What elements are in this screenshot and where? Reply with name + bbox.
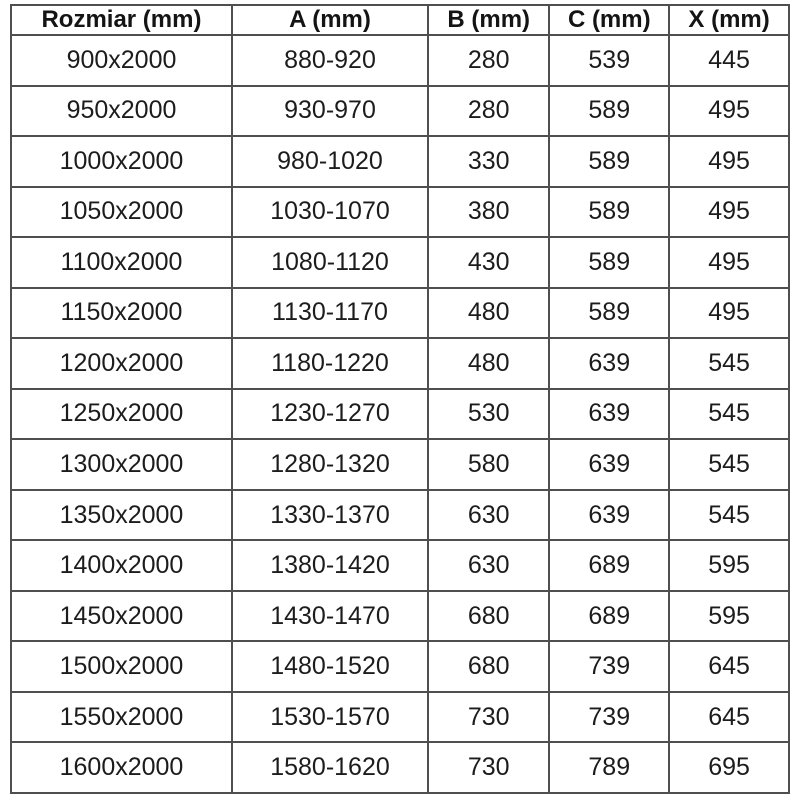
table-cell: 1450x2000 [10,589,233,643]
table-cell: 645 [668,640,790,693]
table-cell: 380 [427,185,551,239]
table-row: 900x2000 880-920 280 539 445 [10,34,790,87]
table-row: 1100x2000 1080-1120 430 589 495 [10,236,790,289]
table-cell: 589 [548,286,671,340]
column-header: B (mm) [427,4,551,36]
size-spec-table: Rozmiar (mm) A (mm) B (mm) C (mm) X (mm) 900… [10,4,790,794]
table-cell: 589 [548,84,671,138]
table-row: 1250x2000 1230-1270 530 639 545 [10,387,790,441]
table-cell: 1500x2000 [10,640,233,693]
table-cell: 1180-1220 [230,337,430,390]
table-cell: 589 [548,185,671,239]
column-header: X (mm) [668,4,790,36]
table-row: 1050x2000 1030-1070 380 589 495 [10,185,790,239]
table-cell: 1000x2000 [10,135,233,188]
table-cell: 530 [427,387,551,441]
table-cell: 639 [548,488,671,542]
table-cell: 1080-1120 [230,236,430,289]
table-cell: 589 [548,135,671,188]
table-cell: 545 [668,337,790,390]
table-row: 1300x2000 1280-1320 580 639 545 [10,438,790,491]
table-cell: 1280-1320 [230,438,430,491]
table-cell: 680 [427,640,551,693]
table-cell: 495 [668,185,790,239]
table-cell: 580 [427,438,551,491]
table-cell: 645 [668,690,790,744]
table-cell: 739 [548,640,671,693]
table-cell: 1100x2000 [10,236,233,289]
table-row: 1200x2000 1180-1220 480 639 545 [10,337,790,390]
table-cell: 495 [668,135,790,188]
column-header: Rozmiar (mm) [10,4,233,36]
table-cell: 495 [668,286,790,340]
table-cell: 1480-1520 [230,640,430,693]
table-cell: 495 [668,236,790,289]
table-cell: 1330-1370 [230,488,430,542]
table-row: 950x2000 930-970 280 589 495 [10,84,790,138]
table-cell: 539 [548,34,671,87]
table-cell: 1030-1070 [230,185,430,239]
table-cell: 950x2000 [10,84,233,138]
table-cell: 545 [668,387,790,441]
table-cell: 1400x2000 [10,539,233,592]
table-cell: 1550x2000 [10,690,233,744]
table-cell: 739 [548,690,671,744]
table-cell: 639 [548,438,671,491]
table-cell: 330 [427,135,551,188]
table-cell: 280 [427,34,551,87]
table-cell: 639 [548,337,671,390]
table-cell: 1300x2000 [10,438,233,491]
table-cell: 1350x2000 [10,488,233,542]
table-cell: 980-1020 [230,135,430,188]
header-row: Rozmiar (mm) A (mm) B (mm) C (mm) X (mm) [10,4,790,36]
table-cell: 730 [427,741,551,794]
table-cell: 689 [548,539,671,592]
table-cell: 430 [427,236,551,289]
table-cell: 280 [427,84,551,138]
table-cell: 480 [427,286,551,340]
table-cell: 1200x2000 [10,337,233,390]
table-body: 900x2000 880-920 280 539 445 950x2000 930-970 2… [10,34,790,794]
table-cell: 480 [427,337,551,390]
table-cell: 1430-1470 [230,589,430,643]
table-cell: 1230-1270 [230,387,430,441]
table-cell: 689 [548,589,671,643]
table-cell: 630 [427,488,551,542]
table-cell: 1250x2000 [10,387,233,441]
table-row: 1150x2000 1130-1170 480 589 495 [10,286,790,340]
table-cell: 1600x2000 [10,741,233,794]
table-cell: 589 [548,236,671,289]
table-cell: 789 [548,741,671,794]
table-row: 1550x2000 1530-1570 730 739 645 [10,690,790,744]
table-cell: 880-920 [230,34,430,87]
table-cell: 495 [668,84,790,138]
table-row: 1500x2000 1480-1520 680 739 645 [10,640,790,693]
table-row: 1450x2000 1430-1470 680 689 595 [10,589,790,643]
table-cell: 545 [668,488,790,542]
table-cell: 639 [548,387,671,441]
column-header: A (mm) [230,4,430,36]
table-cell: 1380-1420 [230,539,430,592]
table-cell: 445 [668,34,790,87]
table-cell: 1130-1170 [230,286,430,340]
table-cell: 595 [668,539,790,592]
table-cell: 695 [668,741,790,794]
table-cell: 730 [427,690,551,744]
table-cell: 1580-1620 [230,741,430,794]
table-cell: 595 [668,589,790,643]
table-row: 1350x2000 1330-1370 630 639 545 [10,488,790,542]
table-cell: 930-970 [230,84,430,138]
table-cell: 900x2000 [10,34,233,87]
table-row: 1000x2000 980-1020 330 589 495 [10,135,790,188]
table-cell: 1530-1570 [230,690,430,744]
column-header: C (mm) [548,4,671,36]
table-cell: 1050x2000 [10,185,233,239]
table-cell: 1150x2000 [10,286,233,340]
table-cell: 680 [427,589,551,643]
table-row: 1600x2000 1580-1620 730 789 695 [10,741,790,794]
table-cell: 630 [427,539,551,592]
table-cell: 545 [668,438,790,491]
table-row: 1400x2000 1380-1420 630 689 595 [10,539,790,592]
